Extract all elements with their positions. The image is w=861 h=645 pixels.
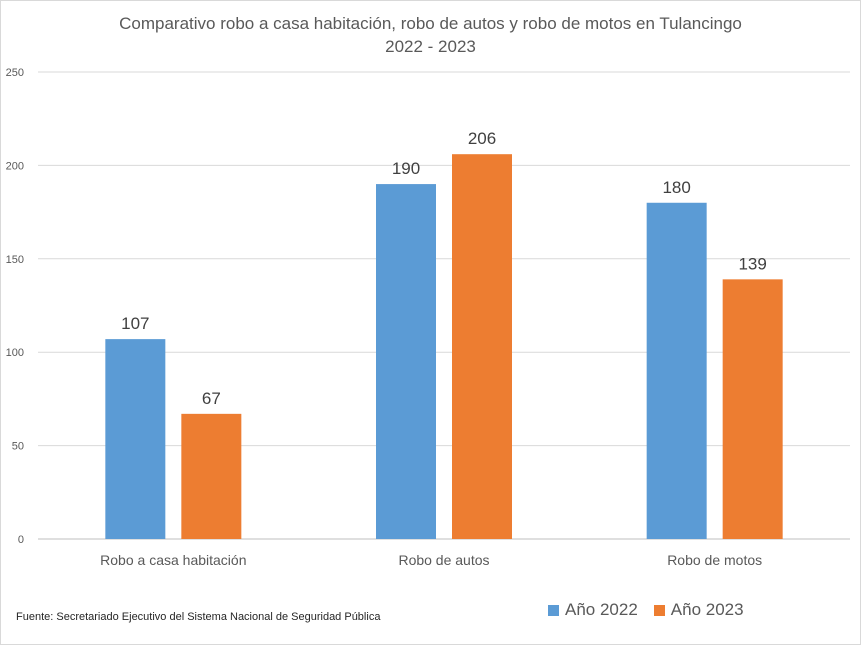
y-tick-label: 100 bbox=[6, 347, 24, 359]
x-tick-label: Robo de autos bbox=[398, 552, 489, 568]
y-tick-label: 250 bbox=[6, 67, 24, 79]
bar bbox=[105, 339, 166, 539]
data-label: 180 bbox=[662, 178, 690, 197]
bar bbox=[452, 154, 512, 539]
bar bbox=[376, 184, 436, 539]
source-footnote: Fuente: Secretariado Ejecutivo del Siste… bbox=[16, 611, 381, 623]
legend-item-2022: Año 2022 bbox=[548, 600, 638, 620]
y-tick-label: 200 bbox=[6, 160, 24, 172]
data-label: 107 bbox=[121, 314, 149, 333]
y-tick-label: 50 bbox=[12, 441, 24, 453]
bar bbox=[722, 279, 783, 539]
bar bbox=[646, 202, 707, 539]
legend-label-2022: Año 2022 bbox=[565, 600, 638, 619]
bar bbox=[181, 413, 242, 539]
legend-swatch-2022 bbox=[548, 604, 559, 616]
data-label: 190 bbox=[392, 159, 420, 178]
x-tick-label: Robo de motos bbox=[667, 552, 762, 568]
y-tick-label: 0 bbox=[18, 534, 24, 546]
x-tick-label: Robo a casa habitación bbox=[100, 552, 246, 568]
chart-title: Comparativo robo a casa habitación, robo… bbox=[0, 12, 861, 58]
legend-swatch-2023 bbox=[653, 604, 665, 616]
chart-title-line: Comparativo robo a casa habitación, robo… bbox=[119, 14, 742, 33]
legend-label-2023: Año 2023 bbox=[670, 600, 744, 619]
data-label: 67 bbox=[202, 389, 221, 408]
chart-subtitle: 2022 - 2023 bbox=[385, 37, 476, 56]
y-tick-label: 150 bbox=[6, 254, 24, 266]
legend-item-2023: Año 2023 bbox=[653, 600, 744, 620]
data-label: 139 bbox=[738, 254, 766, 273]
data-label: 206 bbox=[468, 129, 496, 148]
legend: Año 2022 Año 2023 bbox=[548, 600, 744, 620]
